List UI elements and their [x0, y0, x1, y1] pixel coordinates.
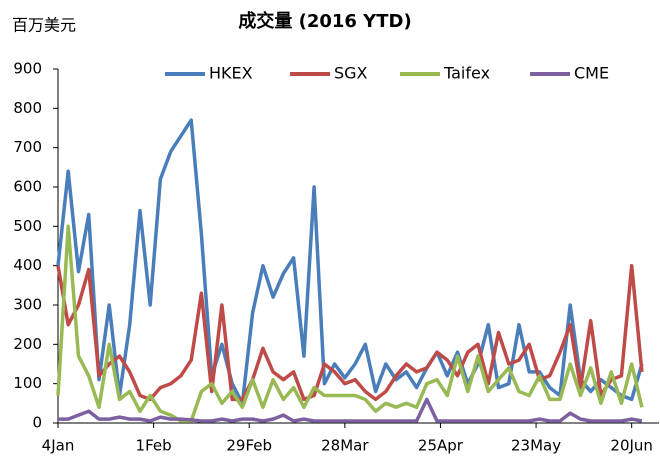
x-tick-label: 1Feb: [136, 437, 172, 455]
x-tick-label: 25Apr: [418, 437, 464, 455]
x-tick-label: 4Jan: [42, 437, 75, 455]
series-line: [56, 224, 644, 423]
y-tick-label: 400: [13, 256, 42, 274]
chart-title: 成交量 (2016 YTD): [238, 10, 411, 32]
legend-label: SGX: [334, 64, 368, 83]
y-tick-label: 900: [13, 60, 42, 78]
y-tick-label: 800: [13, 99, 42, 117]
series-line: [58, 397, 643, 423]
y-tick-label: 500: [13, 217, 42, 235]
legend-label: CME: [574, 64, 609, 83]
legend-label: HKEX: [209, 64, 253, 83]
x-tick-label: 20Jun: [610, 437, 653, 455]
y-tick-label: 700: [13, 138, 42, 156]
series-line: [56, 118, 644, 406]
y-axis-label: 百万美元: [12, 16, 76, 35]
y-tick-label: 100: [13, 374, 42, 392]
series-line: [56, 263, 644, 402]
y-tick-label: 300: [13, 296, 42, 314]
x-tick-label: 23May: [511, 437, 561, 455]
y-tick-label: 200: [13, 335, 42, 353]
y-tick-label: 0: [32, 414, 42, 432]
legend-label: Taifex: [443, 64, 490, 83]
y-tick-label: 600: [13, 178, 42, 196]
x-tick-label: 28Mar: [321, 437, 369, 455]
x-tick-label: 29Feb: [226, 437, 272, 455]
